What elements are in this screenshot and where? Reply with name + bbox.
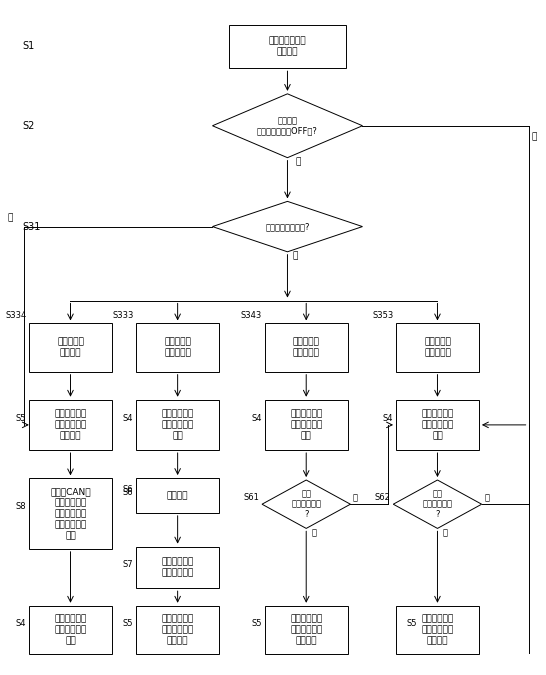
Text: 开始计时: 开始计时 (167, 491, 188, 500)
Text: 否: 否 (293, 252, 298, 261)
Text: S1: S1 (22, 41, 34, 51)
FancyBboxPatch shape (136, 547, 219, 588)
Text: S62: S62 (375, 493, 390, 502)
Text: 整车进入解
除防盗模式: 整车进入解 除防盗模式 (424, 338, 451, 358)
Text: S8: S8 (16, 502, 26, 512)
Text: S4: S4 (252, 414, 262, 423)
Text: S5: S5 (16, 414, 26, 423)
Text: 输出车载多媒
体系统的启动
信号: 输出车载多媒 体系统的启动 信号 (162, 409, 194, 441)
Polygon shape (393, 480, 482, 529)
FancyBboxPatch shape (136, 323, 219, 372)
Text: 输出车载多媒
体系统的启动
信号: 输出车载多媒 体系统的启动 信号 (55, 614, 87, 645)
FancyBboxPatch shape (265, 323, 348, 372)
Text: 是: 是 (295, 157, 301, 167)
Text: 整车进入防
盗设定模式: 整车进入防 盗设定模式 (293, 338, 319, 358)
Text: S4: S4 (383, 414, 393, 423)
FancyBboxPatch shape (136, 400, 219, 450)
FancyBboxPatch shape (265, 605, 348, 654)
FancyBboxPatch shape (29, 400, 112, 450)
Text: S7: S7 (123, 560, 133, 568)
Text: 输出车载多媒
体系统的停止
启动信号: 输出车载多媒 体系统的停止 启动信号 (162, 614, 194, 645)
Polygon shape (262, 480, 351, 529)
FancyBboxPatch shape (396, 400, 479, 450)
Text: S5: S5 (407, 619, 417, 628)
Text: S333: S333 (112, 311, 133, 320)
Text: 整车进入低
功耗模式: 整车进入低 功耗模式 (57, 338, 84, 358)
Text: 否: 否 (353, 494, 358, 503)
Text: 是: 是 (8, 213, 13, 222)
FancyBboxPatch shape (136, 605, 219, 654)
Text: S5: S5 (123, 619, 133, 628)
Text: S4: S4 (123, 414, 133, 423)
Text: 输出车载多媒
体系统的停止
启动信号: 输出车载多媒 体系统的停止 启动信号 (422, 614, 454, 645)
Text: 整车
进入防盗模式
?: 整车 进入防盗模式 ? (291, 489, 321, 519)
Polygon shape (212, 201, 363, 252)
Text: S343: S343 (241, 311, 262, 320)
Text: 整车
进入防盗模式
?: 整车 进入防盗模式 ? (423, 489, 453, 519)
Text: 是: 是 (312, 528, 317, 537)
Text: S6: S6 (123, 485, 133, 494)
Text: 否: 否 (531, 132, 537, 141)
Text: 整车未进入
低功耗模式: 整车未进入 低功耗模式 (164, 338, 191, 358)
FancyBboxPatch shape (265, 400, 348, 450)
Text: 整车处于防盗状态?: 整车处于防盗状态? (265, 222, 310, 231)
FancyBboxPatch shape (136, 478, 219, 513)
Text: 输出车载多媒
体系统的停止
启动信号: 输出车载多媒 体系统的停止 启动信号 (290, 614, 322, 645)
Text: 输出车载多媒
体系统的停止
启动信号: 输出车载多媒 体系统的停止 启动信号 (55, 409, 87, 441)
Text: 否: 否 (484, 494, 489, 503)
FancyBboxPatch shape (29, 323, 112, 372)
Polygon shape (212, 94, 363, 158)
FancyBboxPatch shape (396, 605, 479, 654)
Text: 是: 是 (443, 528, 448, 537)
FancyBboxPatch shape (29, 479, 112, 549)
FancyBboxPatch shape (29, 605, 112, 654)
Text: S4: S4 (16, 619, 26, 628)
Text: S31: S31 (22, 221, 40, 232)
Text: S5: S5 (252, 619, 262, 628)
FancyBboxPatch shape (396, 323, 479, 372)
Text: 检测到整车无
任何有效动作: 检测到整车无 任何有效动作 (162, 558, 194, 577)
Text: S6: S6 (123, 487, 133, 497)
Text: 输出车载多媒
体系统的启动
信号: 输出车载多媒 体系统的启动 信号 (290, 409, 322, 441)
Text: 输出车载多媒
体系统的启动
信号: 输出车载多媒 体系统的启动 信号 (422, 409, 454, 441)
Text: S334: S334 (5, 311, 26, 320)
FancyBboxPatch shape (229, 24, 346, 68)
Text: S61: S61 (244, 493, 259, 502)
Text: 点火开关
的当前状态处于OFF档?: 点火开关 的当前状态处于OFF档? (257, 116, 318, 136)
Text: 获取点火开关的
当前状态: 获取点火开关的 当前状态 (269, 36, 306, 57)
Text: 检测到CAN总
线状态变化或
自身事件触发
引起的低功耗
唤醒: 检测到CAN总 线状态变化或 自身事件触发 引起的低功耗 唤醒 (50, 487, 91, 540)
Text: S353: S353 (372, 311, 393, 320)
Text: S2: S2 (22, 121, 34, 131)
